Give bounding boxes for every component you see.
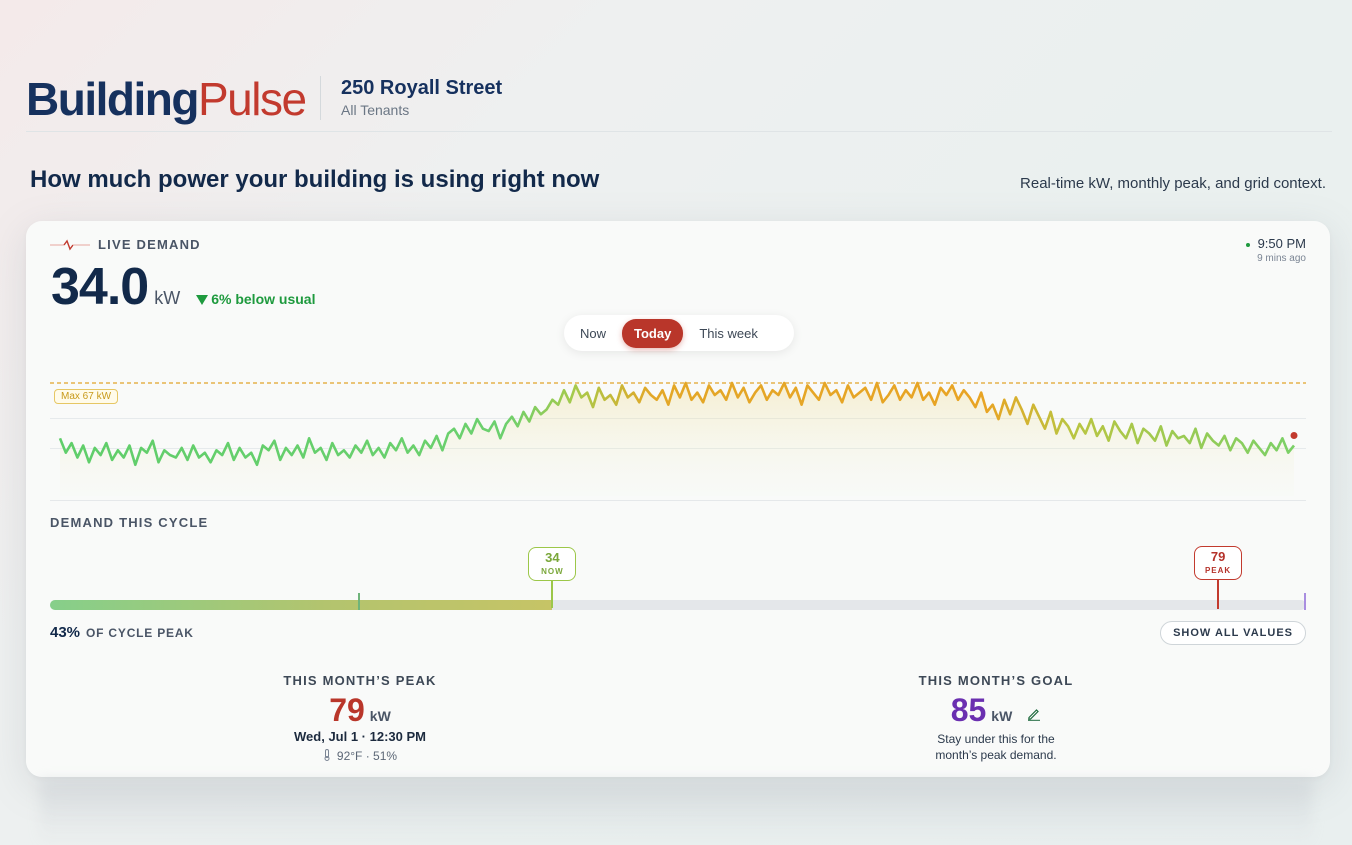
header-divider [320,76,321,120]
thermometer-icon [324,749,330,761]
live-demand-value: 34.0 [51,258,149,316]
triangle-down-icon [196,295,209,305]
page-title: How much power your building is using ri… [30,166,600,193]
peak-marker-stem [1217,580,1220,609]
last-updated-ago: 9 mins ago [1257,253,1306,264]
heartbeat-icon [50,239,90,250]
last-updated: 9:50 PM 9 mins ago [1245,236,1306,264]
peak-marker[interactable]: 79 PEAK [1194,546,1243,609]
month-goal-title: THIS MONTH’S GOAL [918,673,1074,688]
peak-marker-label: PEAK [1204,566,1232,575]
card-shadow [40,780,1312,845]
month-peak-datetime: Wed, Jul 1 · 12:30 PM [294,729,426,744]
live-demand-label: LIVE DEMAND [98,237,201,252]
cycle-percent-value: 43% [50,624,81,641]
cycle-percent: 43% OF CYCLE PEAK [50,624,194,641]
live-demand-card: LIVE DEMAND 34.0 kW 6% below usual 9:50 … [26,221,1330,777]
cycle-section-title: DEMAND THIS CYCLE [50,515,209,530]
current-point [1290,432,1298,440]
live-demand-header: LIVE DEMAND [50,237,201,252]
last-updated-time: 9:50 PM [1257,236,1306,251]
month-peak-stat: THIS MONTH’S PEAK 79 kW Wed, Jul 1 · 12:… [210,673,510,763]
month-goal-note: Stay under this for the month’s peak dem… [935,732,1057,762]
time-range-toggle: Now Today This week [564,315,794,351]
range-tab-today[interactable]: Today [622,318,684,348]
brand-logo[interactable]: BuildingPulse [26,73,307,125]
show-all-values-button[interactable]: SHOW ALL VALUES [1160,621,1306,645]
cycle-progress-track [50,600,1306,610]
month-peak-value: 79 [329,692,365,728]
max-demand-badge: Max 67 kW [54,389,119,404]
demand-delta-badge: 6% below usual [196,291,315,307]
month-peak-title: THIS MONTH’S PEAK [283,673,437,688]
month-peak-weather-text: 92°F · 51% [336,749,398,763]
live-demand-reading: 34.0 kW 6% below usual [51,257,315,317]
app-header: BuildingPulse 250 Royall Street All Tena… [26,70,1332,132]
cycle-end-tick [1304,593,1306,610]
edit-goal-icon[interactable] [1027,707,1041,726]
peak-marker-value: 79 [1210,549,1226,564]
live-demand-unit: kW [154,288,181,308]
now-marker-stem [551,581,554,608]
building-selector[interactable]: 250 Royall Street All Tenants [341,76,502,118]
range-tab-now[interactable]: Now [580,325,607,341]
now-marker[interactable]: 34 NOW [528,547,577,608]
cycle-progress-fill [50,600,553,610]
live-dot-icon [1245,242,1250,247]
brand-name-part2: Pulse [197,73,307,125]
building-name: 250 Royall Street [341,77,503,99]
now-marker-label: NOW [541,567,564,576]
cycle-midpoint-tick [357,593,360,610]
demand-series-line [58,381,1296,467]
month-goal-unit: kW [991,708,1013,724]
brand-name-part1: Building [26,73,199,125]
month-goal-value: 85 [950,692,987,728]
month-peak-weather: 92°F · 51% [210,749,510,763]
range-tab-this-week[interactable]: This week [699,325,758,341]
demand-chart-svg [50,381,1306,496]
cycle-percent-label: OF CYCLE PEAK [86,626,194,640]
now-marker-value: 34 [545,550,560,565]
building-scope: All Tenants [341,102,410,118]
demand-chart[interactable] [50,371,1306,496]
demand-delta-text: 6% below usual [211,291,316,307]
month-goal-stat: THIS MONTH’S GOAL 85 kW Stay under this … [846,673,1146,763]
page-subtitle: Real-time kW, monthly peak, and grid con… [1020,175,1326,192]
section-divider [50,500,1306,501]
month-peak-unit: kW [369,708,391,724]
